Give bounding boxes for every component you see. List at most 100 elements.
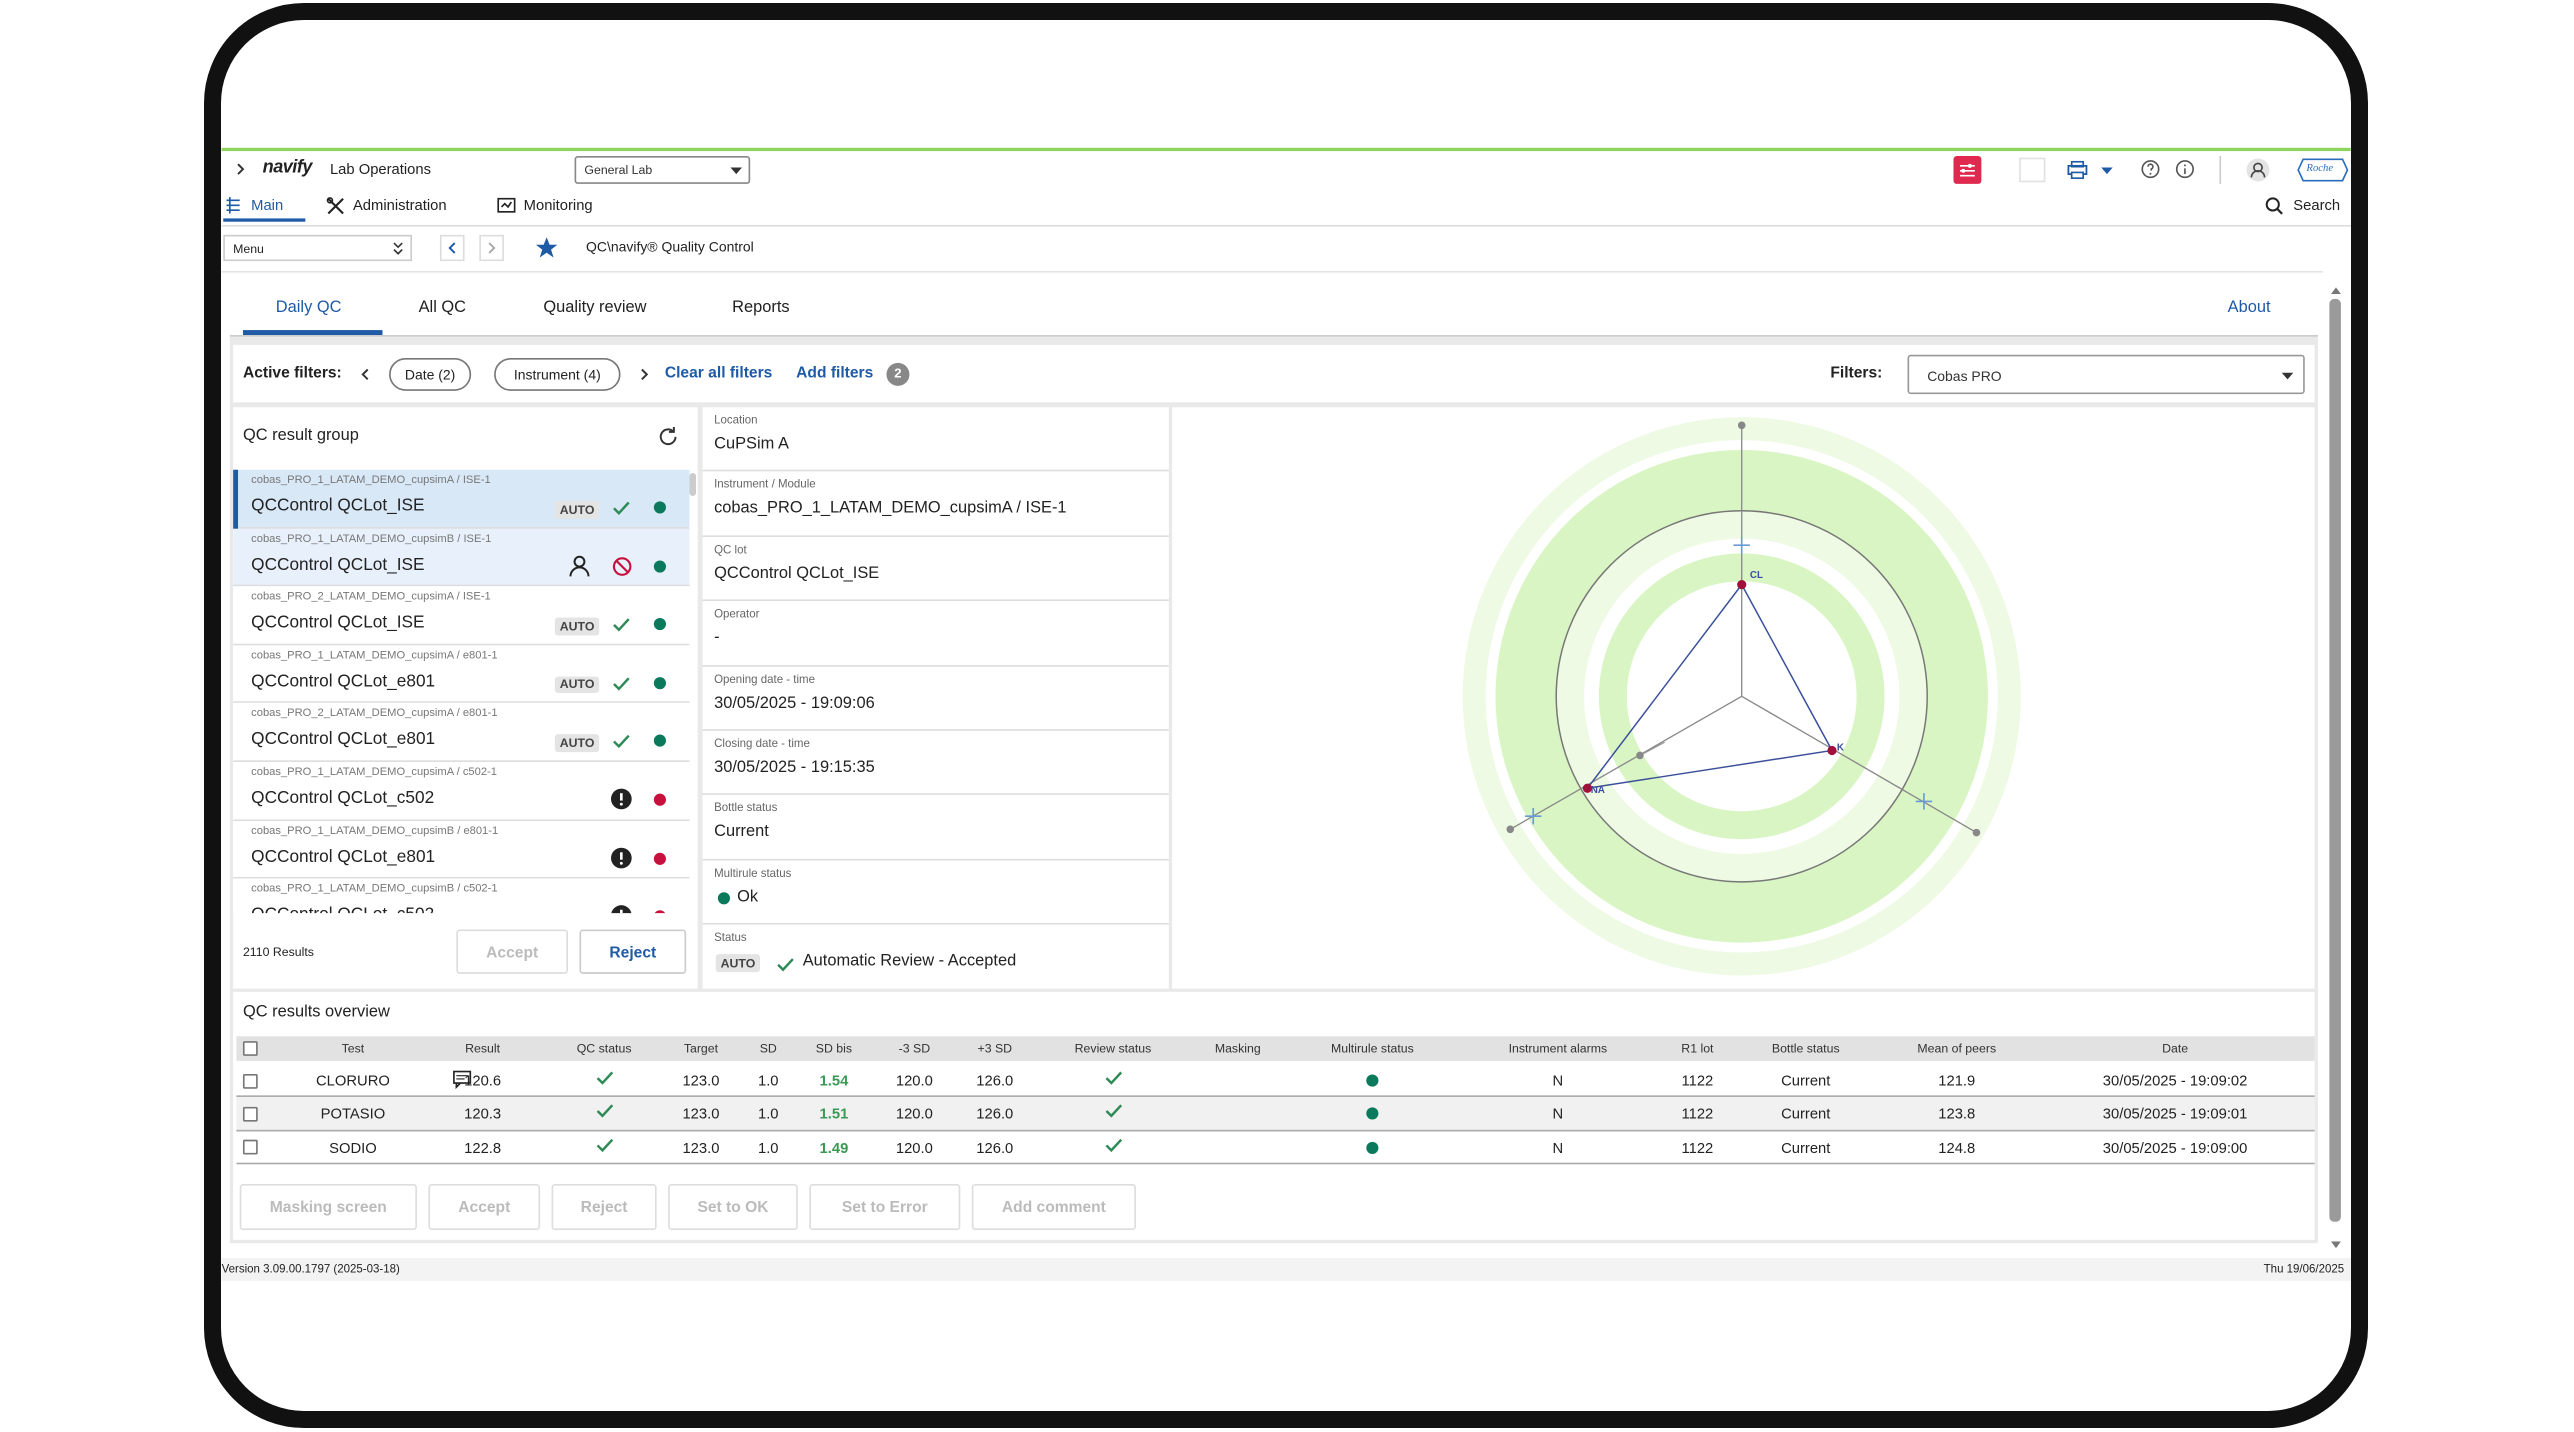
nav-icon [497, 197, 516, 213]
alert-icon [619, 861, 623, 865]
column-header: Masking [1214, 1041, 1261, 1056]
header-checkbox[interactable] [242, 1041, 258, 1056]
panel-title: QC result group [242, 426, 359, 446]
column-header: QC status [576, 1041, 632, 1056]
table-cell: 126.0 [976, 1072, 1014, 1089]
action-label: Masking screen [269, 1198, 387, 1217]
check-icon [613, 677, 630, 691]
lab-select[interactable]: General Lab [574, 156, 751, 184]
table-cell: N [1552, 1139, 1564, 1156]
version: Version 3.09.00.1797 (2025-03-18) [221, 1264, 400, 1276]
check-icon [1105, 1104, 1123, 1119]
row-checkbox[interactable] [242, 1139, 258, 1155]
add-filters[interactable]: Add filters [796, 364, 874, 383]
status-dot [1366, 1107, 1379, 1120]
action-button[interactable]: Set to OK [668, 1184, 798, 1231]
action-button[interactable]: Accept [428, 1184, 541, 1231]
table-cell: 124.8 [1938, 1139, 1976, 1156]
column-header: SD [759, 1041, 777, 1056]
tab[interactable]: All QC [418, 298, 467, 317]
forward-button[interactable] [479, 234, 504, 262]
table-cell: 123.8 [1938, 1105, 1976, 1123]
search-icon [2265, 197, 2283, 215]
about-link[interactable]: About [2227, 298, 2271, 317]
manual-icon [569, 555, 590, 576]
nav-item[interactable]: Monitoring [523, 197, 593, 214]
breadcrumb-path: QC\navify® Quality Control [586, 238, 754, 255]
alerts-icon [1960, 163, 1975, 177]
table-cell: POTASIO [320, 1105, 386, 1123]
back-icon [448, 242, 456, 254]
alert-icon [610, 847, 632, 868]
field-value: QCControl QCLot_ISE [714, 564, 880, 583]
table-cell: Current [1781, 1105, 1831, 1123]
result-item[interactable]: cobas_PRO_1_LATAM_DEMO_cupsimB / e801-1 Q… [233, 820, 690, 879]
row-checkbox[interactable] [242, 1106, 258, 1122]
selected-marker [233, 469, 239, 529]
radar-label: K [1836, 743, 1845, 754]
comment-icon [453, 1070, 472, 1084]
reject-button[interactable]: Reject [579, 929, 687, 974]
result-item[interactable]: cobas_PRO_1_LATAM_DEMO_cupsimA / ISE-1 QC… [233, 469, 690, 529]
detail-field: Opening date - time 30/05/2025 - 19:09:06 [702, 666, 1169, 731]
alert-icon [611, 905, 632, 914]
result-item[interactable]: cobas_PRO_2_LATAM_DEMO_cupsimA / ISE-1 QC… [233, 586, 690, 646]
tab[interactable]: Quality review [543, 298, 647, 317]
filter-chip[interactable]: Date (2) [389, 357, 472, 391]
tab[interactable]: Reports [732, 298, 790, 317]
result-item[interactable]: cobas_PRO_1_LATAM_DEMO_cupsimA / e801-1 Q… [233, 645, 690, 704]
result-item[interactable]: cobas_PRO_2_LATAM_DEMO_cupsimA / e801-1 Q… [233, 703, 690, 762]
radar-chart [1737, 421, 1746, 430]
accept-button[interactable]: Accept [456, 929, 568, 974]
qc-name: QCControl QCLot_c502 [251, 907, 434, 913]
qc-name: QCControl QCLot_e801 [251, 846, 436, 867]
table-cell: 1.54 [819, 1072, 849, 1089]
check-icon [777, 958, 794, 972]
detail-field: Location CuPSim A [702, 407, 1169, 472]
action-button[interactable]: Add comment [971, 1184, 1136, 1231]
filter-chip[interactable]: Instrument (4) [494, 357, 621, 391]
table-cell: Current [1781, 1139, 1831, 1156]
nav-item[interactable]: Main [251, 197, 284, 214]
action-label: Add comment [1001, 1198, 1106, 1217]
expand-chevron [237, 163, 245, 175]
action-button[interactable]: Set to Error [809, 1184, 961, 1231]
auto-badge: AUTO [554, 500, 600, 519]
alerts-icon [1967, 163, 1972, 168]
tab[interactable]: Daily QC [275, 298, 342, 317]
result-item[interactable]: cobas_PRO_1_LATAM_DEMO_cupsimB / c502-1 Q… [233, 878, 690, 914]
field-label: Closing date - time [714, 738, 810, 751]
reject-label: Reject [609, 944, 657, 963]
comment-icon [453, 1070, 472, 1090]
column-header: Date [2162, 1041, 2189, 1056]
nav-icon [326, 197, 334, 204]
alerts-button[interactable] [1953, 156, 1982, 184]
nav-item[interactable]: Administration [352, 197, 447, 214]
clear-filters[interactable]: Clear all filters [664, 364, 773, 383]
print-icon [2070, 160, 2084, 168]
filter-bar: Active filters: Date (2) Instrument (4) Cle… [233, 344, 2315, 403]
action-button[interactable]: Reject [551, 1184, 657, 1231]
search[interactable]: Search [2293, 197, 2341, 214]
filters-select[interactable]: Cobas PRO [1907, 354, 2305, 395]
field-value: CuPSim A [714, 435, 789, 454]
result-item[interactable]: cobas_PRO_1_LATAM_DEMO_cupsimA / c502-1 Q… [233, 761, 690, 821]
field-value: Current [714, 823, 769, 842]
field-value: cobas_PRO_1_LATAM_DEMO_cupsimA / ISE-1 [714, 499, 1067, 518]
filters-label: Active filters: [242, 364, 342, 383]
forward-icon [488, 242, 496, 254]
action-button[interactable]: Masking screen [239, 1184, 417, 1231]
table-cell: 30/05/2025 - 19:09:00 [2102, 1139, 2248, 1156]
table-cell: CLORURO [315, 1072, 390, 1089]
check-icon [1105, 1071, 1123, 1085]
menu-select[interactable]: Menu [223, 234, 413, 262]
menu-chevrons [393, 242, 403, 255]
table-cell: 120.0 [895, 1072, 933, 1089]
back-button[interactable] [439, 234, 465, 262]
check-icon [596, 1138, 614, 1152]
check-icon [613, 735, 630, 749]
result-item[interactable]: cobas_PRO_1_LATAM_DEMO_cupsimB / ISE-1 QC… [233, 528, 690, 587]
info-icon [2175, 160, 2194, 179]
row-checkbox[interactable] [242, 1073, 258, 1088]
expand-chevron [237, 163, 245, 175]
